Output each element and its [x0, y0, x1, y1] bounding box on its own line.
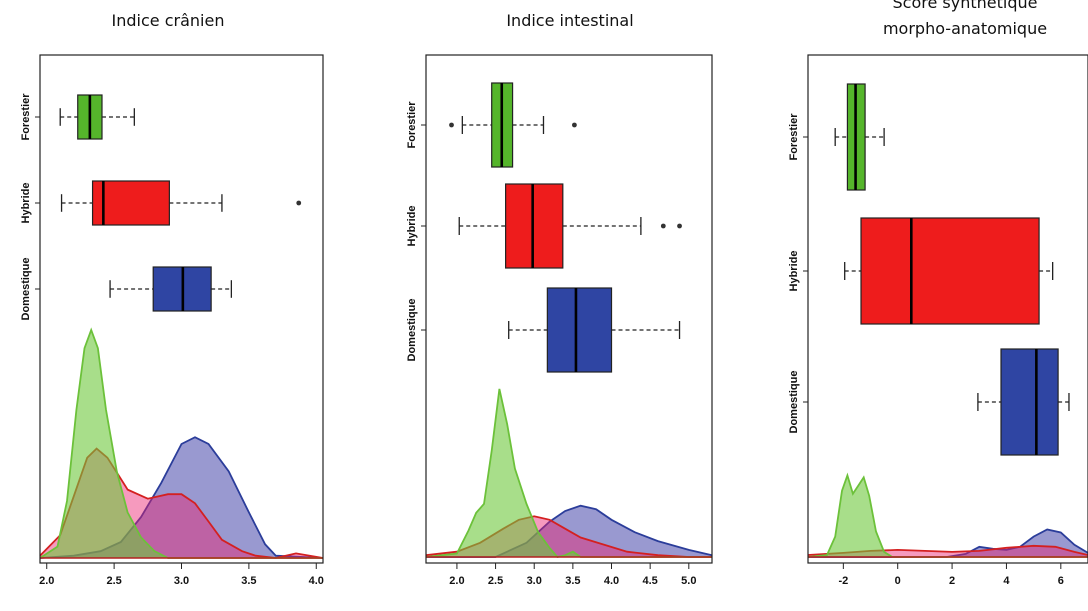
category-label-hybride: Hybride: [788, 251, 800, 292]
density-area-domestique: [40, 437, 323, 558]
density-line-domestique: [808, 528, 1088, 558]
plot-frame: [425, 54, 713, 564]
outlier-point-hybride: [660, 223, 666, 229]
x-tick-label: 2: [949, 575, 955, 587]
x-tick-label: 3.0: [527, 575, 542, 587]
box-hybride: [91, 180, 170, 226]
box-hybride: [505, 183, 564, 269]
x-tick-label: 4.0: [604, 575, 619, 587]
x-tick-label: 2.0: [449, 575, 464, 587]
density-area-forestier: [426, 388, 712, 557]
density-line-forestier: [807, 472, 1088, 558]
chart-title-line: Indice intestinal: [506, 11, 633, 30]
x-tick-label: 2.0: [39, 575, 54, 587]
outlier-point-hybride: [677, 223, 682, 229]
category-label-domestique: Domestique: [20, 258, 32, 321]
x-tick-label: 4.0: [309, 575, 324, 587]
x-tick-label: 4.5: [643, 575, 658, 587]
category-label-hybride: Hybride: [20, 183, 32, 224]
category-label-domestique: Domestique: [406, 299, 418, 362]
x-tick-label: 2.5: [106, 575, 121, 587]
x-tick-label: 6: [1058, 575, 1064, 587]
chart-title-line: Indice crânien: [112, 11, 225, 30]
x-tick-label: 5.0: [681, 575, 696, 587]
panel-2: Indice intestinal Forestier Hybride Domesti…: [406, 11, 713, 587]
density-area-domestique: [808, 529, 1088, 557]
chart-title-line: Score synthétique: [893, 0, 1038, 12]
x-tick-label: 3.5: [565, 575, 580, 587]
box-domestique: [1000, 348, 1059, 456]
panel-3: Score synthétique morpho-anatomique Forest…: [788, 0, 1088, 587]
category-label-hybride: Hybride: [406, 206, 418, 247]
panel-1: Indice crânien Forestier Hybride Domestique…: [20, 11, 324, 587]
outlier-point-hybride: [296, 200, 302, 206]
category-label-domestique: Domestique: [788, 371, 800, 434]
box-domestique: [546, 287, 613, 373]
x-tick-label: -2: [838, 575, 848, 587]
x-tick-label: 3.0: [174, 575, 189, 587]
plot-frame: [807, 54, 1088, 564]
x-tick-label: 0: [895, 575, 901, 587]
category-label-forestier: Forestier: [406, 101, 418, 149]
outlier-point-forestier: [449, 122, 454, 128]
chart-title-line: morpho-anatomique: [883, 19, 1047, 38]
category-label-forestier: Forestier: [20, 93, 32, 141]
x-tick-label: 4: [1003, 575, 1010, 587]
density-line-forestier: [425, 388, 712, 559]
outlier-point-forestier: [572, 122, 577, 128]
density-area-forestier: [40, 330, 323, 558]
category-label-forestier: Forestier: [788, 113, 800, 161]
x-tick-label: 2.5: [488, 575, 503, 587]
x-tick-label: 3.5: [241, 575, 256, 587]
density-line-forestier: [39, 327, 323, 559]
box-hybride: [860, 217, 1040, 325]
